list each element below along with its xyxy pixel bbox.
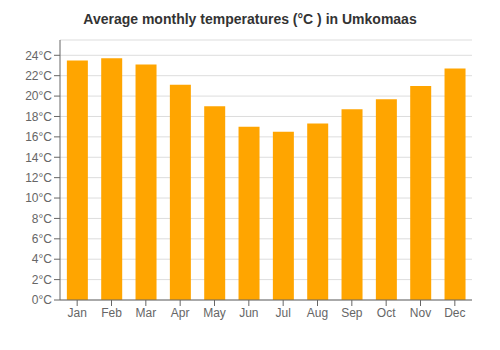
svg-text:0°C: 0°C	[32, 293, 52, 307]
svg-text:Jun: Jun	[239, 306, 258, 320]
svg-text:4°C: 4°C	[32, 252, 52, 266]
svg-text:20°C: 20°C	[25, 89, 52, 103]
svg-text:24°C: 24°C	[25, 49, 52, 63]
svg-text:2°C: 2°C	[32, 273, 52, 287]
svg-text:Apr: Apr	[171, 306, 190, 320]
svg-text:Oct: Oct	[377, 306, 396, 320]
svg-text:10°C: 10°C	[25, 191, 52, 205]
svg-text:Dec: Dec	[444, 306, 465, 320]
svg-text:Feb: Feb	[101, 306, 122, 320]
svg-text:18°C: 18°C	[25, 110, 52, 124]
svg-text:16°C: 16°C	[25, 130, 52, 144]
svg-text:Sep: Sep	[341, 306, 363, 320]
svg-text:May: May	[203, 306, 226, 320]
html-text:Average monthly temperatures (: Average monthly temperatures (°C ) in Um…	[83, 11, 417, 27]
svg-text:Jul: Jul	[275, 306, 290, 320]
svg-text:12°C: 12°C	[25, 171, 52, 185]
svg-text:Aug: Aug	[307, 306, 328, 320]
svg-text:Nov: Nov	[410, 306, 431, 320]
svg-text:Mar: Mar	[135, 306, 156, 320]
svg-text:14°C: 14°C	[25, 151, 52, 165]
svg-text:8°C: 8°C	[32, 212, 52, 226]
svg-text:Jan: Jan	[67, 306, 86, 320]
svg-text:6°C: 6°C	[32, 232, 52, 246]
svg-text:22°C: 22°C	[25, 69, 52, 83]
